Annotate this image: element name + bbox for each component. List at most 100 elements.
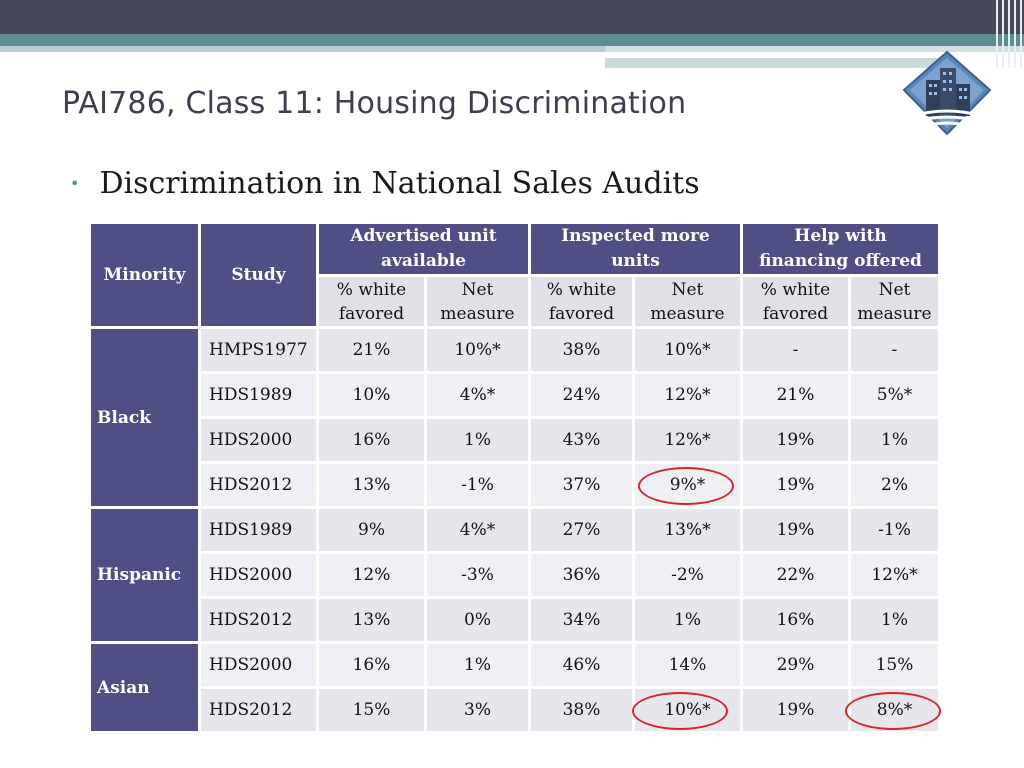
value-text: 12%* — [664, 385, 711, 405]
subheader-white-1: % white favored — [528, 274, 635, 329]
value-cell: 13% — [316, 461, 427, 509]
value-cell: 19% — [740, 416, 851, 464]
subheader-net-line2: measure — [440, 303, 515, 324]
value-text: 9% — [358, 520, 385, 540]
value-cell: 10% — [316, 371, 427, 419]
table-row: HDS1989 10% 4%* 24% 12%* 21% 5%* — [90, 371, 941, 419]
value-text: - — [891, 340, 898, 360]
table-row: HDS2000 16% 1% 43% 12%* 19% 1% — [90, 416, 941, 464]
value-cell: -1% — [848, 506, 941, 554]
study-cell: HDS2012 — [198, 461, 319, 509]
subheader-white-line2: favored — [762, 303, 829, 324]
value-cell: 14% — [632, 641, 743, 689]
header-minority: Minority — [88, 221, 201, 329]
value-cell: 21% — [740, 371, 851, 419]
header-inspected-line2: units — [611, 251, 660, 271]
value-cell: 12%* — [632, 416, 743, 464]
subheader-net-2: Net measure — [848, 274, 941, 329]
value-cell: 10%* — [632, 686, 743, 734]
value-cell: 8%* — [844, 686, 942, 734]
value-text: 19% — [776, 430, 815, 450]
value-text: 37% — [562, 475, 601, 495]
header-advertised-unit: Advertised unit available — [316, 221, 531, 277]
top-banner-dark — [0, 0, 1024, 34]
value-text: 38% — [562, 340, 601, 360]
value-cell: 10%* — [632, 326, 743, 374]
study-cell: HDS2012 — [198, 596, 319, 644]
value-text: 12%* — [871, 565, 918, 585]
value-cell: 29% — [740, 641, 851, 689]
bullet-icon: • — [70, 174, 80, 193]
value-cell: 12%* — [848, 551, 941, 599]
value-cell: 15% — [848, 641, 941, 689]
value-text: 29% — [776, 655, 815, 675]
value-cell: 43% — [528, 416, 635, 464]
value-cell: 16% — [316, 641, 427, 689]
value-cell: 1% — [424, 641, 531, 689]
study-cell: HDS2000 — [198, 641, 319, 689]
value-text: 1% — [674, 610, 701, 630]
sales-audit-table: Minority Study Advertised unit available… — [88, 221, 942, 734]
table-row: HDS2012 13% -1% 37% 9%* 19% 2% — [90, 461, 941, 509]
value-cell: 27% — [528, 506, 635, 554]
value-cell: 4%* — [424, 506, 531, 554]
bullet-point: • Discrimination in National Sales Audit… — [70, 166, 700, 201]
circled-value-text: 9%* — [637, 467, 735, 505]
header-study: Study — [198, 221, 319, 329]
subheader-net-1: Net measure — [632, 274, 743, 329]
value-text: 1% — [464, 430, 491, 450]
corner-stripes — [992, 0, 1024, 68]
value-cell: 38% — [528, 326, 635, 374]
value-cell: 4%* — [424, 371, 531, 419]
value-cell: 13% — [316, 596, 427, 644]
study-cell: HDS2000 — [198, 416, 319, 464]
value-text: 5%* — [876, 385, 913, 405]
value-cell: -2% — [632, 551, 743, 599]
study-cell: HDS1989 — [198, 371, 319, 419]
table-row: Hispanic HDS1989 9% 4%* 27% 13%* 19% -1% — [88, 506, 941, 644]
study-cell: HMPS1977 — [198, 326, 319, 374]
value-cell: 19% — [740, 461, 851, 509]
value-cell: 10%* — [424, 326, 531, 374]
value-text: 0% — [464, 610, 491, 630]
value-cell: 2% — [848, 461, 941, 509]
subheader-net-0: Net measure — [424, 274, 531, 329]
circled-value-text: 10%* — [632, 692, 729, 730]
value-text: 14% — [668, 655, 707, 675]
value-text: 10%* — [454, 340, 501, 360]
bullet-text: Discrimination in National Sales Audits — [99, 166, 700, 201]
table-row: Asian HDS2000 16% 1% 46% 14% 29% 15% — [88, 641, 941, 734]
value-cell: 3% — [424, 686, 531, 734]
top-banner-light — [0, 46, 605, 52]
value-cell: 46% — [528, 641, 635, 689]
study-cell: HDS1989 — [198, 506, 319, 554]
value-cell: 36% — [528, 551, 635, 599]
value-text: 16% — [352, 655, 391, 675]
value-text: 10%* — [664, 340, 711, 360]
value-text: 4%* — [459, 385, 496, 405]
value-text: 15% — [352, 700, 391, 720]
value-cell: 0% — [424, 596, 531, 644]
value-cell: - — [848, 326, 941, 374]
value-cell: 22% — [740, 551, 851, 599]
table-row: HDS2012 13% 0% 34% 1% 16% 1% — [90, 596, 941, 644]
subheader-white-line1: % white — [546, 279, 617, 300]
value-text: 13% — [352, 610, 391, 630]
value-cell: 21% — [316, 326, 427, 374]
value-cell: 1% — [848, 596, 941, 644]
subheader-net-line2: measure — [857, 303, 932, 324]
value-cell: 1% — [632, 596, 743, 644]
value-text: 1% — [464, 655, 491, 675]
header-financing-help: Help with financing offered — [740, 221, 941, 277]
value-cell: 12%* — [632, 371, 743, 419]
minority-group-cell: Asian — [88, 641, 201, 734]
value-text: 21% — [776, 385, 815, 405]
value-text: 2% — [881, 475, 908, 495]
header-financing-line2: financing offered — [759, 251, 922, 271]
value-text: 16% — [352, 430, 391, 450]
value-text: 24% — [562, 385, 601, 405]
value-text: 3% — [464, 700, 491, 720]
building-logo-icon — [902, 50, 992, 136]
value-text: 4%* — [459, 520, 496, 540]
top-banner-teal — [0, 34, 1024, 46]
